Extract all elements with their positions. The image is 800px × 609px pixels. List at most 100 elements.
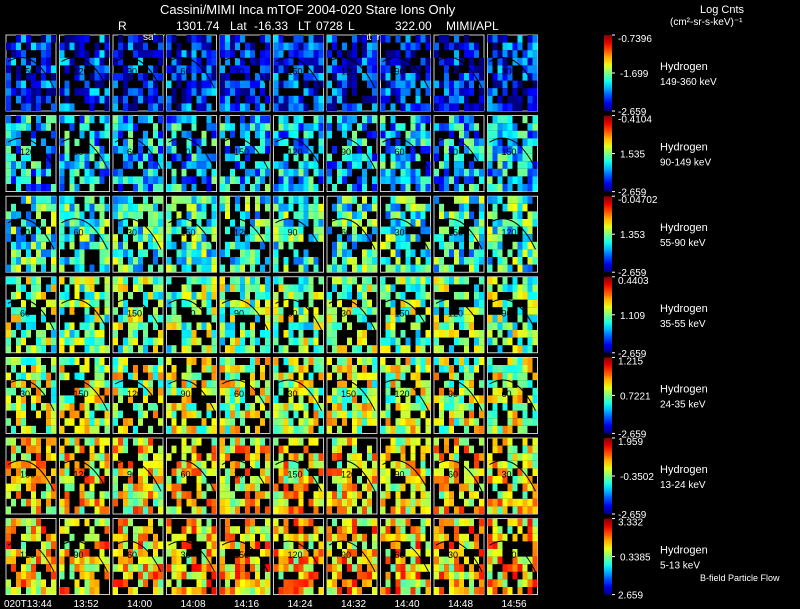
data-pixel: [532, 123, 538, 131]
data-pixel: [260, 292, 265, 300]
data-pixel: [133, 226, 138, 235]
data-pixel: [138, 506, 143, 514]
data-pixel: [390, 506, 396, 514]
data-pixel: [158, 176, 163, 184]
data-pixel: [487, 410, 493, 419]
data-pixel: [143, 526, 148, 534]
data-pixel: [434, 506, 439, 514]
data-pixel: [166, 453, 172, 461]
data-pixel: [123, 526, 128, 534]
data-pixel: [367, 307, 372, 315]
data-pixel: [385, 95, 391, 104]
contour-line: [382, 57, 429, 89]
data-pixel: [89, 579, 95, 587]
data-pixel: [21, 314, 26, 323]
data-pixel: [206, 564, 212, 572]
data-pixel: [332, 518, 337, 527]
data-pixel: [512, 387, 518, 396]
data-pixel: [347, 168, 352, 177]
data-pixel: [196, 196, 202, 204]
data-pixel: [158, 556, 163, 565]
data-pixel: [51, 115, 56, 124]
data-pixel: [385, 292, 391, 300]
data-pixel: [36, 337, 41, 346]
data-pixel: [74, 219, 80, 227]
contour-line: [61, 460, 108, 492]
data-pixel: [245, 292, 250, 300]
data-pixel: [89, 153, 95, 162]
data-pixel: [59, 161, 65, 169]
data-pixel: [532, 284, 538, 292]
data-pixel: [342, 264, 347, 273]
data-pixel: [230, 219, 235, 227]
data-pixel: [166, 564, 172, 572]
data-pixel: [372, 219, 377, 227]
data-pixel: [46, 438, 51, 446]
data-pixel: [158, 453, 163, 461]
data-pixel: [64, 506, 70, 514]
data-pixel: [186, 292, 192, 300]
data-pixel: [123, 88, 128, 96]
data-pixel: [143, 95, 148, 104]
data-pixel: [420, 249, 426, 257]
data-pixel: [21, 103, 26, 111]
data-pixel: [469, 103, 474, 111]
data-pixel: [420, 518, 426, 527]
data-pixel: [206, 299, 212, 308]
data-pixel: [410, 299, 416, 308]
data-pixel: [380, 345, 386, 353]
data-pixel: [84, 410, 90, 419]
data-pixel: [128, 345, 133, 353]
data-pixel: [405, 506, 411, 514]
data-pixel: [171, 483, 177, 492]
data-pixel: [347, 65, 352, 73]
data-pixel: [89, 438, 95, 446]
data-pixel: [220, 103, 225, 111]
data-pixel: [298, 234, 304, 242]
data-pixel: [148, 234, 153, 242]
data-pixel: [255, 564, 260, 572]
data-pixel: [298, 314, 304, 323]
data-pixel: [434, 264, 439, 273]
data-pixel: [191, 564, 197, 572]
data-pixel: [36, 196, 41, 204]
data-pixel: [153, 88, 158, 96]
data-pixel: [196, 35, 202, 43]
data-pixel: [332, 387, 337, 396]
data-pixel: [293, 322, 299, 330]
data-pixel: [454, 219, 459, 227]
data-pixel: [293, 73, 299, 81]
data-pixel: [517, 153, 523, 162]
data-pixel: [113, 498, 118, 507]
data-pixel: [298, 65, 304, 73]
data-pixel: [337, 372, 342, 381]
data-pixel: [298, 345, 304, 353]
data-pixel: [273, 518, 279, 527]
data-pixel: [128, 307, 133, 315]
data-pixel: [113, 241, 118, 250]
data-pixel: [99, 50, 105, 58]
data-pixel: [104, 314, 110, 323]
data-pixel: [303, 483, 309, 492]
data-pixel: [454, 234, 459, 242]
data-pixel: [362, 42, 367, 51]
data-pixel: [492, 506, 498, 514]
data-pixel: [337, 95, 342, 104]
data-pixel: [133, 65, 138, 73]
data-pixel: [51, 241, 56, 250]
data-pixel: [434, 95, 439, 104]
contour-label: 30: [20, 389, 30, 399]
data-pixel: [94, 80, 100, 89]
data-pixel: [425, 264, 431, 273]
data-pixel: [362, 365, 367, 373]
data-pixel: [522, 380, 528, 388]
data-pixel: [6, 264, 11, 273]
data-pixel: [181, 410, 187, 419]
data-pixel: [362, 138, 367, 146]
data-pixel: [487, 365, 493, 373]
data-pixel: [99, 292, 105, 300]
data-pixel: [26, 257, 31, 265]
data-pixel: [191, 330, 197, 338]
data-pixel: [367, 65, 372, 73]
data-pixel: [459, 153, 464, 162]
